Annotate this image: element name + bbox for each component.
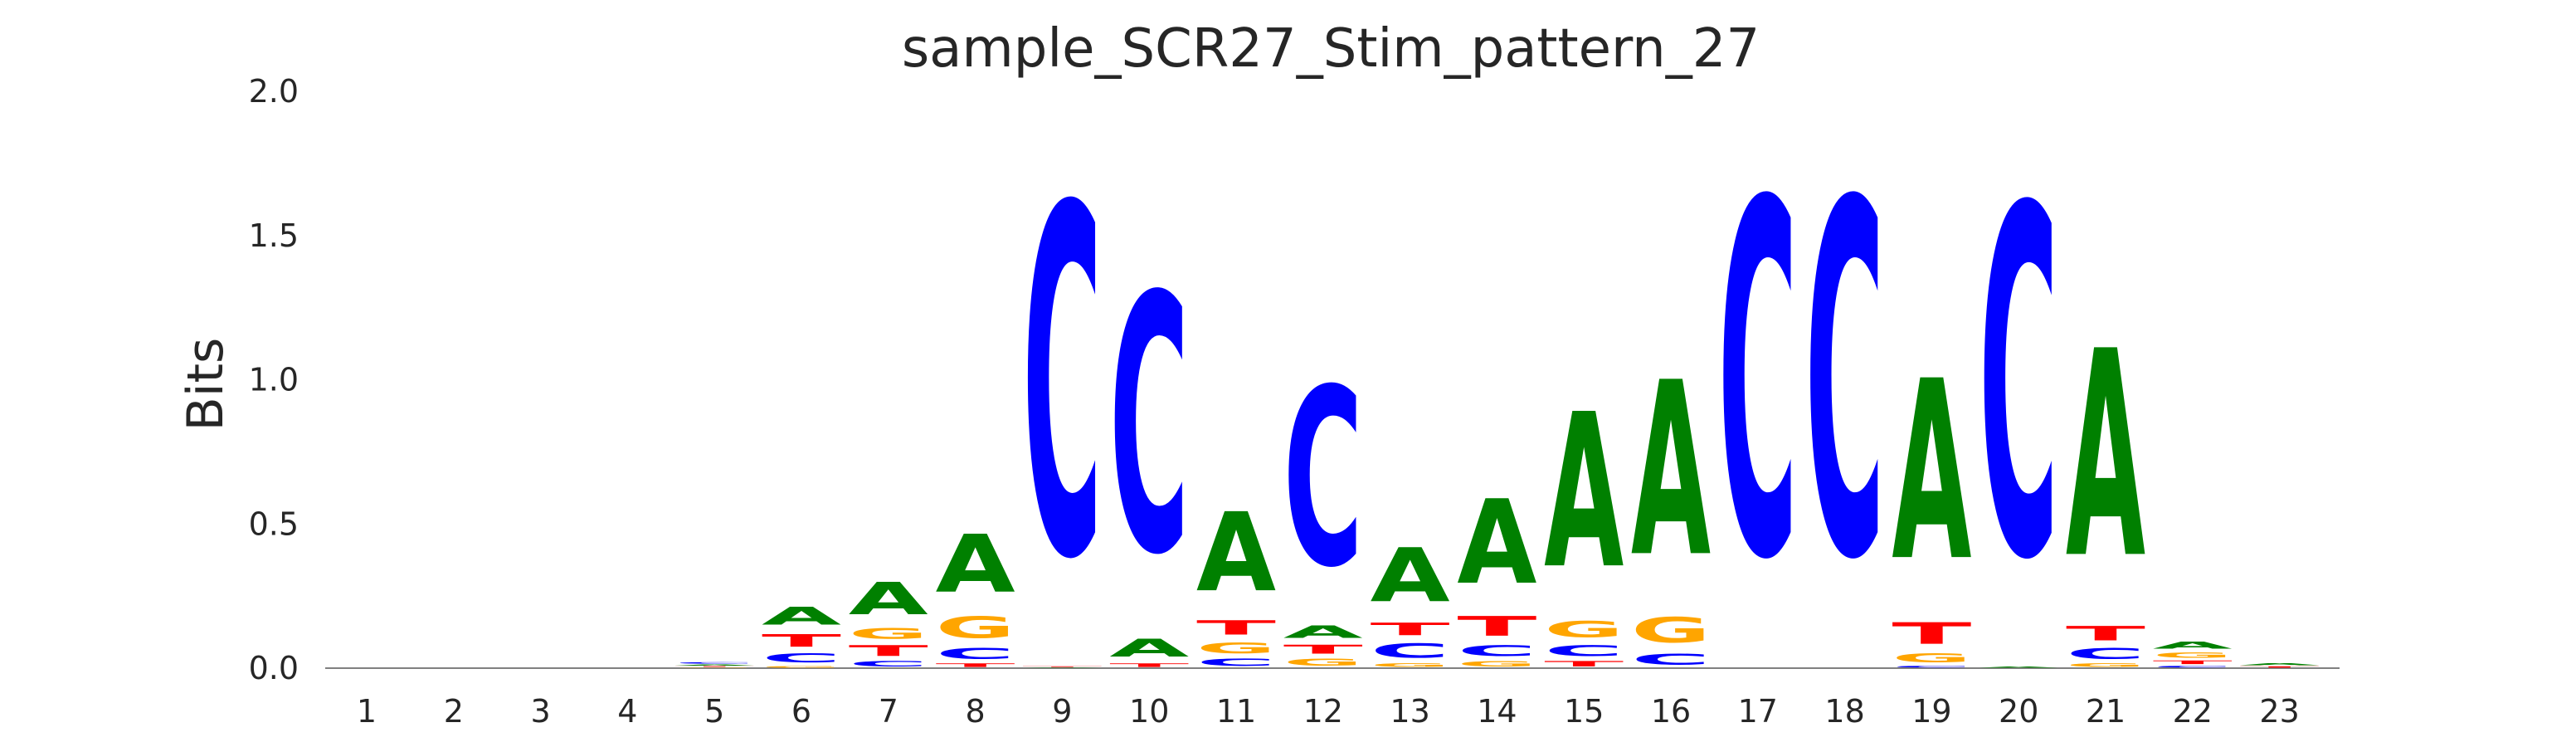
logo-letter-a: A (849, 573, 928, 625)
logo-letter-t: T (1371, 619, 1451, 639)
x-tick-label: 16 (1651, 693, 1691, 730)
x-tick-label: 4 (617, 693, 637, 730)
logo-letter-c: C (1631, 651, 1711, 668)
logo-letter-a: A (1979, 666, 2058, 668)
x-tick-label: 22 (2173, 693, 2213, 730)
logo-letter-g: G (1631, 611, 1711, 651)
logo-letter-g: G (2153, 651, 2233, 659)
logo-letter-g: G (674, 667, 754, 668)
logo-letter-g: G (1892, 651, 1971, 665)
x-tick-label: 7 (879, 693, 898, 730)
logo-letter-a: A (1631, 332, 1711, 610)
logo-letter-c: C (762, 651, 841, 665)
x-tick-label: 2 (444, 693, 464, 730)
logo-letter-t: T (2240, 666, 2320, 668)
logo-letter-g: G (936, 611, 1015, 645)
x-tick-label: 10 (1129, 693, 1169, 730)
logo-letter-c: C (1544, 642, 1624, 660)
logo-letter-t: T (936, 662, 1015, 668)
logo-letter-g: G (1371, 662, 1450, 668)
logo-letter-g: G (1283, 657, 1363, 668)
x-axis-ticks: 1 2 3 4 5 6 7 8 9 10 11 12 13 14 15 16 17 18 19 20 21 22 23 (357, 693, 2300, 730)
logo-letter-c: C (1457, 642, 1536, 660)
logo-letter-a: A (1022, 667, 1102, 668)
logo-letter-a: A (1371, 534, 1450, 619)
logo-letter-t: T (2153, 660, 2233, 666)
x-tick-label: 9 (1052, 693, 1072, 730)
x-tick-label: 19 (1911, 693, 1951, 730)
logo-letter-c: C (849, 660, 928, 668)
logo-letter-a: A (2240, 662, 2320, 666)
logo-letter-t: T (762, 631, 842, 651)
logo-letter-g: G (1457, 660, 1536, 668)
logo-letter-t: T (1457, 611, 1536, 642)
logo-letter-c: C (936, 645, 1015, 662)
logo-letter-t: T (849, 642, 928, 660)
x-tick-label: 1 (357, 693, 377, 730)
y-axis-label: Bits (177, 338, 235, 432)
x-tick-label: 8 (966, 693, 986, 730)
logo-letter-a: A (1892, 329, 1971, 616)
x-tick-label: 20 (1999, 693, 2038, 730)
x-tick-label: 3 (531, 693, 551, 730)
x-tick-label: 5 (704, 693, 724, 730)
logo-letter-g: G (1196, 639, 1276, 657)
x-tick-label: 14 (1477, 693, 1517, 730)
logo-letter-c: C (1979, 108, 2058, 666)
logo-letter-c: C (1109, 222, 1189, 633)
logo-letter-a: A (1196, 491, 1276, 617)
logo-letter-a: A (936, 519, 1015, 611)
logo-letter-a: A (674, 664, 754, 666)
logo-letter-c: C (1283, 337, 1363, 621)
y-tick-label: 1.5 (249, 217, 299, 254)
logo-letter-a: A (1109, 634, 1189, 663)
logo-letter-t: T (2066, 622, 2145, 645)
x-tick-label: 12 (1303, 693, 1343, 730)
logo-letter-c: C (1371, 640, 1450, 663)
logo-letter-t: T (1196, 616, 1276, 639)
y-tick-label: 1.0 (249, 362, 299, 398)
logo-letter-g: G (1544, 617, 1624, 642)
logo-letter-t: T (1892, 617, 1971, 651)
logo-letter-t: T (1283, 642, 1363, 657)
x-tick-label: 17 (1738, 693, 1778, 730)
x-tick-label: 11 (1216, 693, 1256, 730)
logo-letter-a: A (1544, 370, 1624, 616)
y-tick-label: 0.5 (249, 505, 299, 542)
logo-letter-g: G (762, 666, 841, 668)
chart-title: sample_SCR27_Stim_pattern_27 (902, 18, 1760, 80)
logo-letter-c: C (2066, 645, 2145, 662)
y-tick-label: 0.0 (249, 650, 299, 686)
logo-letter-t: T (1022, 666, 1102, 667)
logo-letter-t: T (1109, 662, 1189, 668)
logo-letter-c: C (1892, 666, 1971, 668)
logo-letter-a: A (762, 602, 841, 631)
logo-letter-c: C (1022, 107, 1102, 665)
logo-letter-c: C (2153, 666, 2233, 668)
x-tick-label: 23 (2259, 693, 2299, 730)
logo-letter-g: G (849, 625, 928, 642)
logo-letter-c: C (674, 662, 754, 664)
x-tick-label: 6 (791, 693, 811, 730)
logo-letter-a: A (2066, 291, 2146, 621)
logo-letter-t: T (1544, 660, 1624, 668)
logo-letter-c: C (1805, 100, 1885, 666)
logo-letter-c: C (1718, 100, 1798, 666)
x-tick-label: 15 (1564, 693, 1604, 730)
logo-letter-g: G (2066, 662, 2145, 668)
y-axis-ticks: 0.0 0.5 1.0 1.5 2.0 (249, 73, 299, 686)
y-tick-label: 2.0 (249, 73, 299, 110)
logo-letter-a: A (1283, 622, 1363, 642)
x-tick-label: 18 (1824, 693, 1864, 730)
letter-stacks: GTACGCTACTGATCGAATCTACCGTAGTACGCTAGCTATC… (674, 100, 2320, 668)
logo-letter-c: C (1196, 657, 1276, 668)
logo-letter-a: A (1457, 476, 1536, 611)
x-tick-label: 13 (1390, 693, 1429, 730)
logo-letter-a: A (2153, 639, 2233, 651)
x-tick-label: 21 (2086, 693, 2126, 730)
